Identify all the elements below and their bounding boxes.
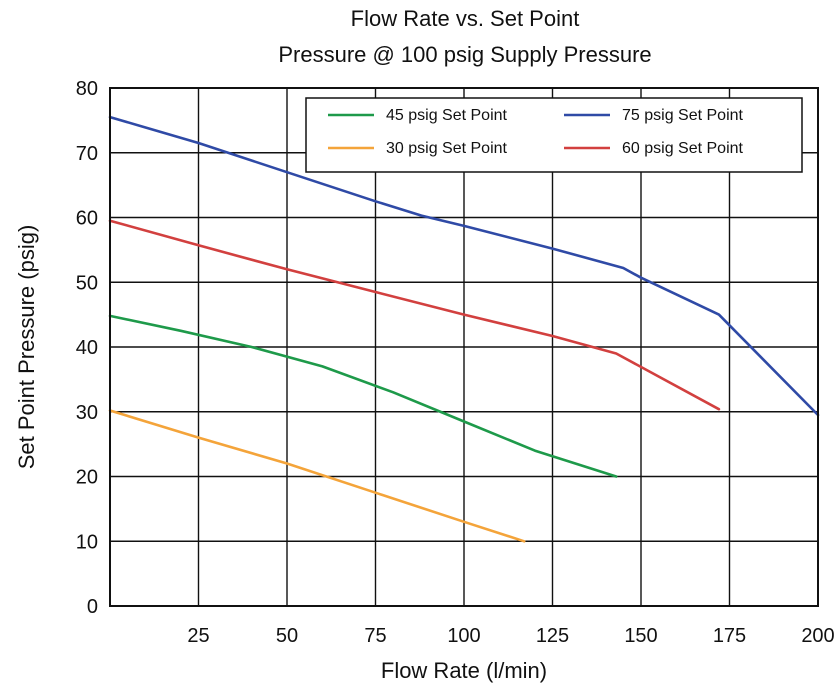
legend-label: 45 psig Set Point [386, 107, 508, 124]
chart-title: Flow Rate vs. Set Point [350, 6, 580, 31]
series-line [108, 115, 820, 417]
x-tick-label: 100 [447, 625, 480, 647]
y-tick-label: 80 [76, 78, 98, 100]
x-tick-label: 150 [624, 625, 657, 647]
legend-label: 60 psig Set Point [622, 140, 744, 157]
y-tick-label: 0 [87, 596, 98, 618]
x-tick-label: 75 [364, 625, 386, 647]
y-tick-label: 10 [76, 531, 98, 553]
legend-label: 30 psig Set Point [386, 140, 508, 157]
y-tick-label: 60 [76, 208, 98, 230]
legend: 45 psig Set Point 75 psig Set Point 30 psi… [305, 97, 803, 173]
y-axis-label: Set Point Pressure (psig) [14, 225, 39, 470]
series-line [108, 409, 526, 543]
y-tick-label: 40 [76, 337, 98, 359]
grid-lines [110, 88, 818, 606]
x-tick-label: 25 [187, 625, 209, 647]
plot-border [109, 87, 819, 607]
x-tick-label: 175 [713, 625, 746, 647]
x-axis-label: Flow Rate (l/min) [381, 658, 547, 683]
y-tick-label: 50 [76, 272, 98, 294]
x-tick-label: 50 [276, 625, 298, 647]
series-line [108, 314, 618, 478]
series-line [108, 219, 721, 411]
y-tick-labels: 0 10 20 30 40 50 60 70 80 [76, 78, 98, 618]
x-tick-label: 125 [536, 625, 569, 647]
y-tick-label: 70 [76, 143, 98, 165]
legend-label: 75 psig Set Point [622, 107, 744, 124]
x-tick-label: 200 [801, 625, 834, 647]
series-lines [108, 115, 820, 543]
y-tick-label: 30 [76, 402, 98, 424]
y-tick-label: 20 [76, 467, 98, 489]
legend-box [305, 97, 803, 173]
chart-subtitle: Pressure @ 100 psig Supply Pressure [278, 42, 652, 67]
x-tick-labels: 25 50 75 100 125 150 175 200 [187, 625, 834, 647]
